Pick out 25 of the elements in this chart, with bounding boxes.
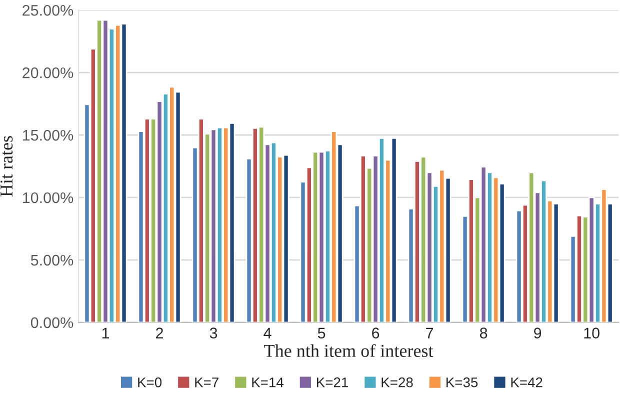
x-tick-label: 2 xyxy=(156,328,163,338)
x-tick-label: 3 xyxy=(210,328,218,338)
legend-label: K=21 xyxy=(316,377,348,388)
y-tick-label: 0.00% xyxy=(30,317,74,328)
legend-label: K=35 xyxy=(446,377,478,388)
x-tick-label: 8 xyxy=(480,328,488,338)
x-tick-label: 5 xyxy=(318,328,326,338)
y-tick-label: 5.00% xyxy=(30,254,74,266)
y-tick-label: 20.00% xyxy=(22,67,74,78)
x-axis-title: The nth item of interest xyxy=(264,344,434,357)
y-tick-label: 15.00% xyxy=(22,130,74,141)
y-tick-label: 10.00% xyxy=(22,192,74,204)
x-tick-label: 4 xyxy=(264,328,272,338)
x-tick-label: 10 xyxy=(584,328,600,338)
x-tick-label: 6 xyxy=(372,328,380,338)
y-axis-title: Hit rates xyxy=(0,136,13,197)
legend-label: K=7 xyxy=(195,378,218,388)
y-tick-label: 25.00% xyxy=(22,4,74,16)
legend-label: K=28 xyxy=(382,377,413,388)
legend-label: K=14 xyxy=(252,378,284,388)
legend-label: K=42 xyxy=(511,377,542,388)
legend-label: K=0 xyxy=(138,377,162,388)
x-tick-label: 9 xyxy=(534,328,542,338)
x-tick-label: 7 xyxy=(426,328,434,338)
x-tick-label: 1 xyxy=(102,328,110,338)
